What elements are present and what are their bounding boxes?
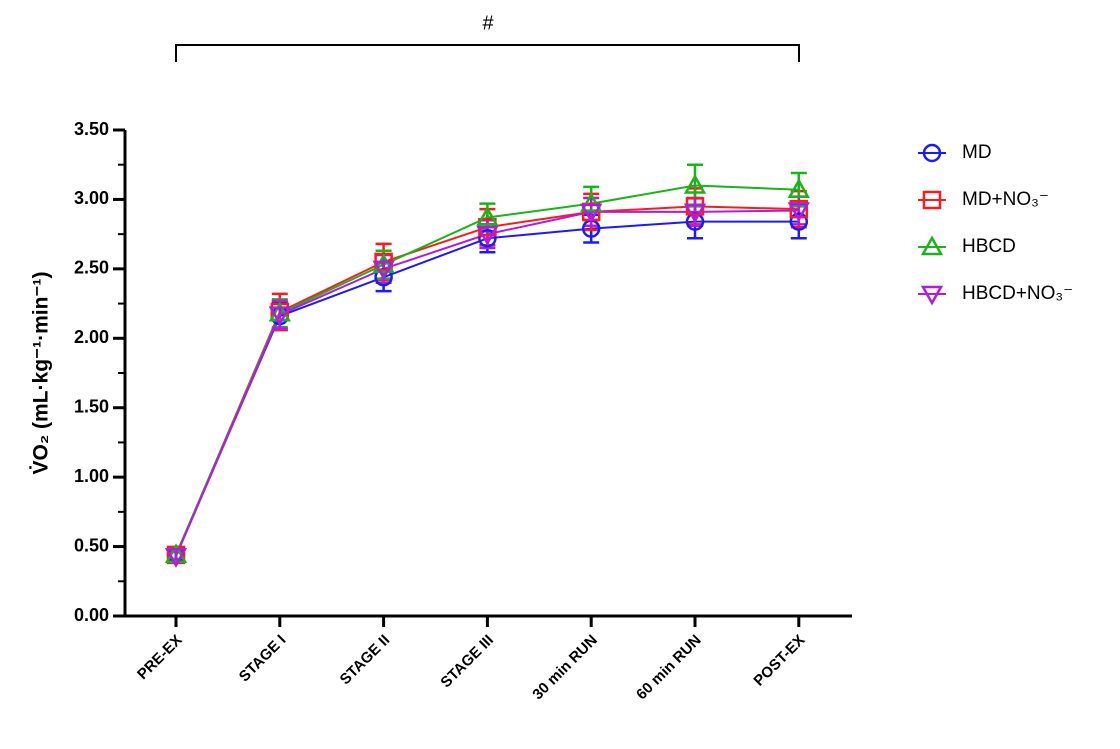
series-line: [175, 220, 799, 556]
data-point: [476, 225, 499, 246]
legend-label: MD: [962, 142, 992, 163]
y-tick-label: 1.00: [74, 466, 109, 486]
x-tick-label: STAGE I: [236, 632, 290, 686]
legend-label: MD+NO₃⁻: [962, 189, 1049, 210]
y-tick-label: 3.50: [74, 119, 109, 139]
x-tick-label: STAGE II: [337, 632, 394, 689]
x-tick-label: PRE-EX: [134, 632, 186, 684]
data-point: [164, 543, 188, 564]
data-point: [372, 260, 395, 281]
legend-label: HBCD: [962, 236, 1016, 257]
x-tick-label: 30 min RUN: [529, 632, 601, 704]
legend-marker: [922, 190, 942, 210]
significance-bracket: [175, 44, 800, 62]
x-tick-label: STAGE III: [437, 632, 497, 692]
annotation: #: [482, 12, 494, 34]
data-point: [787, 202, 810, 223]
x-tick-label: 60 min RUN: [633, 632, 705, 704]
data-point: [683, 173, 707, 194]
data-point: [372, 253, 395, 273]
data-point: [683, 203, 707, 224]
series-line: [175, 209, 799, 557]
data-point: [164, 548, 188, 568]
legend-marker: [920, 235, 944, 256]
y-tick-label: 0.50: [74, 535, 109, 555]
series-line: [175, 205, 799, 556]
y-tick-label: 3.00: [74, 188, 109, 208]
data-point: [476, 205, 499, 226]
data-point: [580, 203, 603, 224]
y-axis-label: V̇O₂ (mL·kg⁻¹·min⁻¹): [29, 272, 53, 475]
legend-marker: [920, 285, 944, 306]
legend-marker: [922, 143, 942, 163]
data-point: [580, 192, 603, 212]
data-point: [789, 212, 809, 231]
data-point: [268, 301, 291, 322]
y-tick-label: 2.00: [74, 327, 109, 347]
y-tick-label: 2.50: [74, 258, 109, 278]
data-point: [478, 229, 497, 248]
y-tick-label: 1.50: [74, 396, 109, 416]
x-tick-label: POST-EX: [750, 632, 808, 690]
data-point: [268, 306, 291, 327]
y-tick-label: 0.00: [74, 605, 109, 625]
data-point: [787, 178, 810, 198]
legend-label: HBCD+NO₃⁻: [962, 283, 1073, 304]
